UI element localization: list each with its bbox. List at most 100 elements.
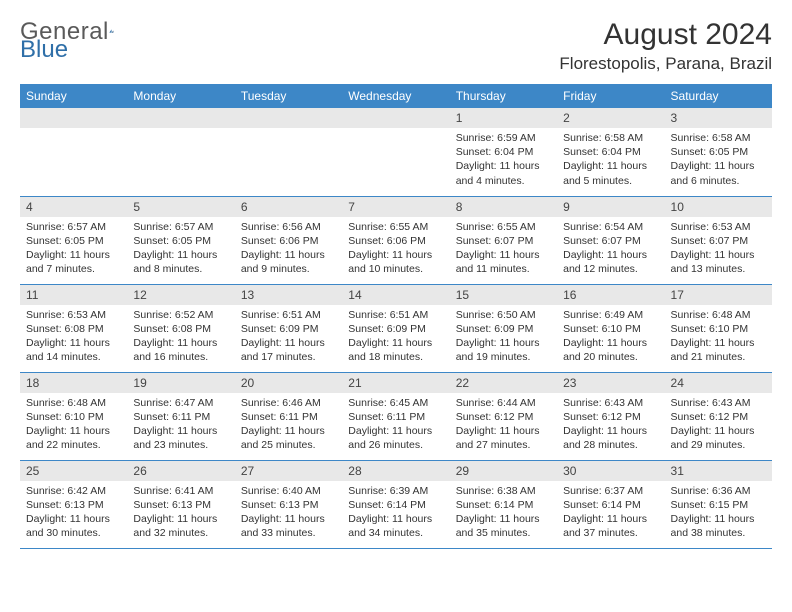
daylight-text: Daylight: 11 hours and 5 minutes. (563, 159, 658, 187)
day-content: Sunrise: 6:45 AMSunset: 6:11 PMDaylight:… (342, 393, 449, 457)
day-number: 18 (20, 373, 127, 393)
calendar-cell: 19Sunrise: 6:47 AMSunset: 6:11 PMDayligh… (127, 372, 234, 460)
day-content: Sunrise: 6:56 AMSunset: 6:06 PMDaylight:… (235, 217, 342, 281)
day-content: Sunrise: 6:49 AMSunset: 6:10 PMDaylight:… (557, 305, 664, 369)
sunset-text: Sunset: 6:04 PM (563, 145, 658, 159)
day-content: Sunrise: 6:38 AMSunset: 6:14 PMDaylight:… (450, 481, 557, 545)
calendar-cell: 8Sunrise: 6:55 AMSunset: 6:07 PMDaylight… (450, 196, 557, 284)
calendar-cell: 18Sunrise: 6:48 AMSunset: 6:10 PMDayligh… (20, 372, 127, 460)
day-number: 14 (342, 285, 449, 305)
calendar-cell: 7Sunrise: 6:55 AMSunset: 6:06 PMDaylight… (342, 196, 449, 284)
sunset-text: Sunset: 6:11 PM (241, 410, 336, 424)
calendar-cell: 12Sunrise: 6:52 AMSunset: 6:08 PMDayligh… (127, 284, 234, 372)
day-number: 13 (235, 285, 342, 305)
day-content: Sunrise: 6:47 AMSunset: 6:11 PMDaylight:… (127, 393, 234, 457)
day-number: 9 (557, 197, 664, 217)
day-number: 2 (557, 108, 664, 128)
daylight-text: Daylight: 11 hours and 25 minutes. (241, 424, 336, 452)
day-content: Sunrise: 6:50 AMSunset: 6:09 PMDaylight:… (450, 305, 557, 369)
calendar-cell: 27Sunrise: 6:40 AMSunset: 6:13 PMDayligh… (235, 460, 342, 548)
calendar-cell: 15Sunrise: 6:50 AMSunset: 6:09 PMDayligh… (450, 284, 557, 372)
daylight-text: Daylight: 11 hours and 18 minutes. (348, 336, 443, 364)
daylight-text: Daylight: 11 hours and 35 minutes. (456, 512, 551, 540)
day-number-empty (342, 108, 449, 128)
daylight-text: Daylight: 11 hours and 13 minutes. (671, 248, 766, 276)
sunset-text: Sunset: 6:12 PM (563, 410, 658, 424)
daylight-text: Daylight: 11 hours and 22 minutes. (26, 424, 121, 452)
calendar-cell: 29Sunrise: 6:38 AMSunset: 6:14 PMDayligh… (450, 460, 557, 548)
dayname-fri: Friday (557, 84, 664, 108)
sunrise-text: Sunrise: 6:57 AM (133, 220, 228, 234)
calendar-cell: 5Sunrise: 6:57 AMSunset: 6:05 PMDaylight… (127, 196, 234, 284)
day-content: Sunrise: 6:37 AMSunset: 6:14 PMDaylight:… (557, 481, 664, 545)
day-content: Sunrise: 6:59 AMSunset: 6:04 PMDaylight:… (450, 128, 557, 192)
daylight-text: Daylight: 11 hours and 7 minutes. (26, 248, 121, 276)
sunset-text: Sunset: 6:14 PM (563, 498, 658, 512)
calendar-table: Sunday Monday Tuesday Wednesday Thursday… (20, 84, 772, 549)
sunset-text: Sunset: 6:04 PM (456, 145, 551, 159)
day-number: 22 (450, 373, 557, 393)
calendar-cell: 17Sunrise: 6:48 AMSunset: 6:10 PMDayligh… (665, 284, 772, 372)
calendar-cell: 21Sunrise: 6:45 AMSunset: 6:11 PMDayligh… (342, 372, 449, 460)
daylight-text: Daylight: 11 hours and 28 minutes. (563, 424, 658, 452)
daylight-text: Daylight: 11 hours and 8 minutes. (133, 248, 228, 276)
day-number: 8 (450, 197, 557, 217)
sunset-text: Sunset: 6:13 PM (26, 498, 121, 512)
sunrise-text: Sunrise: 6:58 AM (671, 131, 766, 145)
sunset-text: Sunset: 6:07 PM (671, 234, 766, 248)
daylight-text: Daylight: 11 hours and 14 minutes. (26, 336, 121, 364)
day-number: 15 (450, 285, 557, 305)
calendar-cell: 20Sunrise: 6:46 AMSunset: 6:11 PMDayligh… (235, 372, 342, 460)
sunset-text: Sunset: 6:10 PM (671, 322, 766, 336)
day-number: 5 (127, 197, 234, 217)
daylight-text: Daylight: 11 hours and 16 minutes. (133, 336, 228, 364)
sunset-text: Sunset: 6:11 PM (133, 410, 228, 424)
day-content: Sunrise: 6:55 AMSunset: 6:07 PMDaylight:… (450, 217, 557, 281)
calendar-row: 11Sunrise: 6:53 AMSunset: 6:08 PMDayligh… (20, 284, 772, 372)
sunset-text: Sunset: 6:07 PM (456, 234, 551, 248)
calendar-cell: 10Sunrise: 6:53 AMSunset: 6:07 PMDayligh… (665, 196, 772, 284)
calendar-cell: 4Sunrise: 6:57 AMSunset: 6:05 PMDaylight… (20, 196, 127, 284)
calendar-cell: 9Sunrise: 6:54 AMSunset: 6:07 PMDaylight… (557, 196, 664, 284)
daylight-text: Daylight: 11 hours and 20 minutes. (563, 336, 658, 364)
sunrise-text: Sunrise: 6:41 AM (133, 484, 228, 498)
sunset-text: Sunset: 6:10 PM (563, 322, 658, 336)
sunrise-text: Sunrise: 6:39 AM (348, 484, 443, 498)
day-content: Sunrise: 6:48 AMSunset: 6:10 PMDaylight:… (20, 393, 127, 457)
day-number: 23 (557, 373, 664, 393)
day-number-empty (235, 108, 342, 128)
day-content: Sunrise: 6:52 AMSunset: 6:08 PMDaylight:… (127, 305, 234, 369)
daylight-text: Daylight: 11 hours and 6 minutes. (671, 159, 766, 187)
page-header: General August 2024 Florestopolis, Paran… (20, 18, 772, 74)
daylight-text: Daylight: 11 hours and 12 minutes. (563, 248, 658, 276)
calendar-row: 25Sunrise: 6:42 AMSunset: 6:13 PMDayligh… (20, 460, 772, 548)
day-content: Sunrise: 6:40 AMSunset: 6:13 PMDaylight:… (235, 481, 342, 545)
sunrise-text: Sunrise: 6:48 AM (26, 396, 121, 410)
calendar-cell (342, 108, 449, 196)
sunset-text: Sunset: 6:14 PM (456, 498, 551, 512)
day-content: Sunrise: 6:43 AMSunset: 6:12 PMDaylight:… (557, 393, 664, 457)
daylight-text: Daylight: 11 hours and 34 minutes. (348, 512, 443, 540)
calendar-cell: 30Sunrise: 6:37 AMSunset: 6:14 PMDayligh… (557, 460, 664, 548)
calendar-cell: 23Sunrise: 6:43 AMSunset: 6:12 PMDayligh… (557, 372, 664, 460)
day-number: 30 (557, 461, 664, 481)
sunrise-text: Sunrise: 6:55 AM (456, 220, 551, 234)
day-content: Sunrise: 6:43 AMSunset: 6:12 PMDaylight:… (665, 393, 772, 457)
calendar-cell: 16Sunrise: 6:49 AMSunset: 6:10 PMDayligh… (557, 284, 664, 372)
sunrise-text: Sunrise: 6:59 AM (456, 131, 551, 145)
day-number: 17 (665, 285, 772, 305)
day-content: Sunrise: 6:39 AMSunset: 6:14 PMDaylight:… (342, 481, 449, 545)
calendar-cell: 31Sunrise: 6:36 AMSunset: 6:15 PMDayligh… (665, 460, 772, 548)
dayname-sun: Sunday (20, 84, 127, 108)
dayname-row: Sunday Monday Tuesday Wednesday Thursday… (20, 84, 772, 108)
calendar-cell: 11Sunrise: 6:53 AMSunset: 6:08 PMDayligh… (20, 284, 127, 372)
sunrise-text: Sunrise: 6:38 AM (456, 484, 551, 498)
day-number-empty (127, 108, 234, 128)
day-content-empty (235, 128, 342, 188)
day-content: Sunrise: 6:48 AMSunset: 6:10 PMDaylight:… (665, 305, 772, 369)
daylight-text: Daylight: 11 hours and 19 minutes. (456, 336, 551, 364)
sunrise-text: Sunrise: 6:46 AM (241, 396, 336, 410)
sunrise-text: Sunrise: 6:50 AM (456, 308, 551, 322)
day-content: Sunrise: 6:51 AMSunset: 6:09 PMDaylight:… (235, 305, 342, 369)
sunset-text: Sunset: 6:14 PM (348, 498, 443, 512)
